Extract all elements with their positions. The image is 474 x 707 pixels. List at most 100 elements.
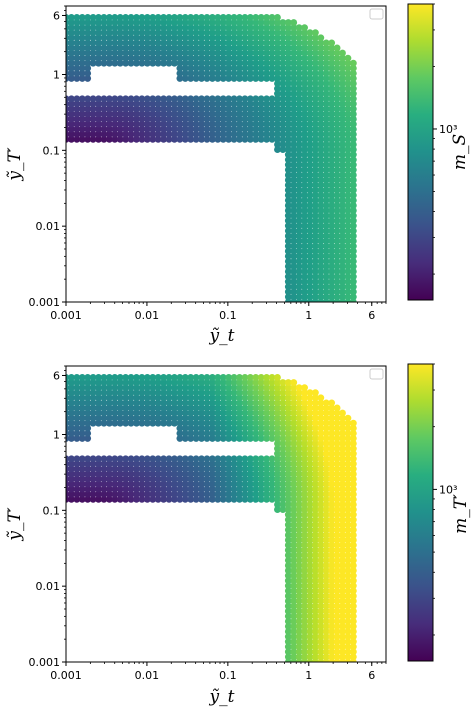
scatter-point <box>306 394 314 402</box>
scatter-point <box>284 293 292 301</box>
scatter-point <box>349 273 357 280</box>
scatter-point <box>295 623 303 630</box>
scatter-point <box>78 475 86 483</box>
scatter-point <box>349 429 357 437</box>
scatter-point <box>192 384 200 392</box>
scatter-point <box>73 470 81 478</box>
scatter-point <box>339 90 346 98</box>
scatter-point <box>295 242 303 250</box>
scatter-point <box>89 110 97 118</box>
scatter-point <box>339 120 346 128</box>
scatter-point <box>111 19 119 26</box>
scatter-point <box>268 394 276 402</box>
scatter-point <box>295 435 303 442</box>
scatter-point <box>344 54 352 62</box>
scatter-point <box>122 419 130 427</box>
scatter-point <box>344 516 352 524</box>
scatter-point <box>339 293 346 301</box>
scatter-point <box>301 257 308 265</box>
scatter-point <box>349 612 357 620</box>
scatter-point <box>252 475 260 483</box>
scatter-point <box>301 511 308 519</box>
scatter-point <box>246 19 254 26</box>
scatter-point <box>208 414 216 422</box>
scatter-point <box>176 379 184 386</box>
scatter-point <box>241 24 249 32</box>
scatter-point <box>149 374 157 381</box>
scatter-point <box>165 419 173 427</box>
scatter-point <box>252 409 260 417</box>
scatter-point <box>284 257 292 265</box>
scatter-point <box>198 120 205 128</box>
scatter-point <box>306 227 314 235</box>
scatter-point <box>246 136 254 143</box>
scatter-point <box>312 202 319 209</box>
scatter-point <box>198 39 205 47</box>
scatter-point <box>339 516 346 524</box>
scatter-point <box>225 120 233 128</box>
scatter-point <box>171 485 178 493</box>
scatter-point <box>214 39 222 47</box>
scatter-point <box>295 475 303 483</box>
scatter-point <box>312 551 319 559</box>
scatter-point <box>301 450 308 458</box>
scatter-point <box>84 496 92 503</box>
scatter-point <box>225 424 233 432</box>
scatter-point <box>268 115 276 123</box>
scatter-point <box>187 95 195 103</box>
scatter-point <box>349 130 357 138</box>
scatter-point <box>230 496 238 503</box>
legend-box-top[interactable] <box>369 8 384 20</box>
scatter-point <box>246 69 254 77</box>
scatter-point <box>171 470 178 478</box>
scatter-point <box>312 59 319 67</box>
scatter-point <box>154 34 162 42</box>
scatter-point <box>78 64 86 72</box>
scatter-point <box>268 485 276 493</box>
scatter-point <box>349 475 357 483</box>
scatter-point <box>317 283 325 291</box>
scatter-point <box>176 414 184 422</box>
scatter-point <box>181 14 189 21</box>
scatter-point <box>138 460 146 468</box>
scatter-point <box>127 409 135 417</box>
scatter-point <box>301 171 308 179</box>
scatter-point <box>274 480 281 488</box>
scatter-point <box>317 273 325 280</box>
scatter-point <box>149 475 157 483</box>
scatter-point <box>306 288 314 296</box>
scatter-point <box>301 435 308 442</box>
scatter-point <box>306 556 314 564</box>
scatter-point <box>263 419 271 427</box>
scatter-point <box>111 490 119 498</box>
scatter-point <box>333 120 341 128</box>
scatter-point <box>322 516 330 524</box>
scatter-point <box>263 399 271 407</box>
scatter-point <box>133 480 140 488</box>
scatter-point <box>192 455 200 463</box>
scatter-point <box>349 232 357 240</box>
scatter-point <box>263 44 271 52</box>
scatter-point <box>225 59 233 67</box>
scatter-point <box>122 475 130 483</box>
scatter-point <box>301 252 308 260</box>
scatter-point <box>344 612 352 620</box>
scatter-point <box>274 379 281 386</box>
scatter-point <box>322 100 330 108</box>
scatter-point <box>328 404 336 412</box>
legend-box-bottom[interactable] <box>369 368 384 380</box>
scatter-point <box>133 100 140 108</box>
scatter-point <box>284 237 292 245</box>
scatter-point <box>95 374 102 381</box>
scatter-point <box>295 648 303 656</box>
scatter-point <box>322 592 330 600</box>
scatter-point <box>333 161 341 169</box>
scatter-point <box>344 455 352 463</box>
scatter-point <box>274 110 281 118</box>
scatter-point <box>344 115 352 123</box>
scatter-point <box>252 24 260 32</box>
scatter-point <box>198 399 205 407</box>
scatter-point <box>252 120 260 128</box>
scatter-point <box>344 273 352 280</box>
scatter-point <box>89 465 97 473</box>
